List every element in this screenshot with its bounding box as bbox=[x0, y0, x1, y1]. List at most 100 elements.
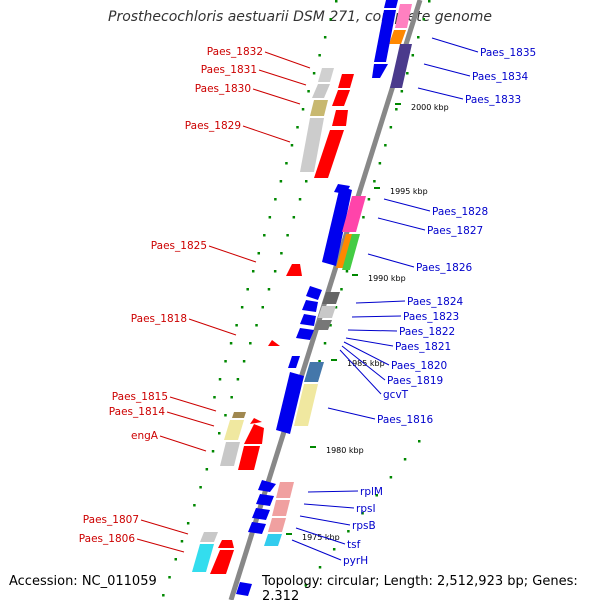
gene-block[interactable] bbox=[318, 68, 334, 82]
gene-label[interactable]: pyrH bbox=[343, 555, 368, 567]
gene-label[interactable]: Paes_1826 bbox=[416, 262, 473, 274]
gene-block[interactable] bbox=[248, 522, 266, 534]
gene-block[interactable] bbox=[268, 518, 286, 532]
gene-block[interactable] bbox=[252, 508, 270, 520]
gene-block[interactable] bbox=[232, 412, 246, 418]
gene-block[interactable] bbox=[220, 442, 240, 466]
gene-block[interactable] bbox=[334, 184, 350, 194]
gene-block[interactable] bbox=[288, 356, 300, 368]
gene-block[interactable] bbox=[224, 420, 244, 440]
gene-label[interactable]: gcvT bbox=[383, 389, 409, 401]
scale-label: 1995 kbp bbox=[390, 187, 428, 196]
gene-block[interactable] bbox=[244, 424, 264, 444]
gene-block[interactable] bbox=[395, 4, 412, 28]
gene-label[interactable]: rpsB bbox=[352, 520, 376, 532]
gene-block[interactable] bbox=[342, 234, 360, 270]
gene-block[interactable] bbox=[264, 534, 282, 546]
gene-block[interactable] bbox=[372, 64, 388, 78]
gene-block[interactable] bbox=[236, 582, 252, 596]
gene-block[interactable] bbox=[332, 90, 350, 106]
gene-block[interactable] bbox=[306, 286, 322, 300]
gene-block[interactable] bbox=[312, 84, 330, 98]
gene-block[interactable] bbox=[389, 30, 406, 44]
gene-label[interactable]: Paes_1830 bbox=[195, 83, 251, 95]
gene-blocks bbox=[192, 0, 412, 596]
gene-label[interactable]: Paes_1807 bbox=[83, 514, 139, 526]
gene-label[interactable]: Paes_1822 bbox=[399, 326, 455, 338]
gene-label[interactable]: Paes_1816 bbox=[377, 414, 434, 426]
gene-block[interactable] bbox=[374, 10, 396, 62]
gene-label[interactable]: Paes_1820 bbox=[391, 360, 447, 372]
gene-block[interactable] bbox=[210, 550, 234, 574]
tick-dot bbox=[304, 584, 308, 587]
gene-block[interactable] bbox=[322, 186, 352, 266]
gene-block[interactable] bbox=[238, 446, 260, 470]
gene-label[interactable]: engA bbox=[131, 430, 159, 442]
gene-label[interactable]: Paes_1833 bbox=[465, 94, 521, 106]
gene-block[interactable] bbox=[390, 44, 412, 88]
gene-label[interactable]: rpsI bbox=[356, 503, 376, 515]
gene-block[interactable] bbox=[268, 340, 280, 346]
gene-block[interactable] bbox=[384, 0, 398, 8]
tick-dot bbox=[251, 270, 255, 273]
gene-block[interactable] bbox=[332, 110, 348, 126]
tick-dot bbox=[267, 288, 271, 291]
tick-dot bbox=[334, 306, 338, 309]
gene-block[interactable] bbox=[314, 130, 344, 178]
tick-dot bbox=[389, 476, 393, 479]
gene-label[interactable]: Paes_1832 bbox=[207, 46, 263, 58]
tick-dot bbox=[318, 360, 321, 363]
gene-block[interactable] bbox=[256, 494, 274, 506]
tick-dot bbox=[406, 72, 409, 75]
gene-label[interactable]: Paes_1828 bbox=[432, 206, 488, 218]
gene-label[interactable]: Paes_1824 bbox=[407, 296, 464, 308]
tick-dot bbox=[292, 216, 296, 219]
gene-label[interactable]: Paes_1818 bbox=[131, 313, 187, 325]
gene-label[interactable]: Paes_1823 bbox=[403, 311, 459, 323]
gene-label[interactable]: Paes_1829 bbox=[185, 120, 241, 132]
gene-block[interactable] bbox=[318, 306, 336, 318]
gene-block[interactable] bbox=[286, 264, 302, 276]
scale-label: 1990 kbp bbox=[368, 274, 406, 283]
gene-block[interactable] bbox=[310, 100, 328, 116]
accession-text: Accession: NC_011059 bbox=[9, 574, 157, 589]
tick-dot bbox=[332, 548, 336, 551]
gene-label[interactable]: Paes_1831 bbox=[201, 64, 257, 76]
tick-dot bbox=[205, 468, 209, 471]
gene-label[interactable]: Paes_1806 bbox=[79, 533, 136, 545]
gene-block[interactable] bbox=[276, 372, 304, 434]
gene-block[interactable] bbox=[272, 500, 290, 516]
gene-block[interactable] bbox=[258, 480, 276, 492]
gene-label[interactable]: Paes_1825 bbox=[151, 240, 207, 252]
gene-label[interactable]: Paes_1814 bbox=[109, 406, 166, 418]
tick-dot bbox=[329, 18, 332, 21]
gene-label[interactable]: Paes_1834 bbox=[472, 71, 529, 83]
gene-block[interactable] bbox=[192, 544, 214, 572]
gene-label[interactable]: Paes_1835 bbox=[480, 47, 536, 59]
gene-block[interactable] bbox=[218, 540, 234, 548]
tick-dot bbox=[218, 432, 221, 435]
tick-dot bbox=[375, 494, 378, 497]
gene-block[interactable] bbox=[200, 532, 218, 542]
gene-block[interactable] bbox=[296, 328, 314, 340]
gene-label[interactable]: Paes_1827 bbox=[427, 225, 483, 237]
gene-label[interactable]: rplM bbox=[360, 486, 383, 498]
gene-block[interactable] bbox=[300, 314, 316, 326]
gene-block[interactable] bbox=[302, 300, 318, 312]
gene-label[interactable]: tsf bbox=[347, 539, 361, 551]
gene-block[interactable] bbox=[294, 384, 318, 426]
gene-block[interactable] bbox=[300, 118, 324, 172]
gene-label[interactable]: Paes_1821 bbox=[395, 341, 451, 353]
tick-dot bbox=[400, 90, 404, 93]
gene-block[interactable] bbox=[304, 362, 324, 382]
gene-label[interactable]: Paes_1819 bbox=[387, 375, 443, 387]
gene-block[interactable] bbox=[342, 196, 366, 232]
gene-block[interactable] bbox=[250, 418, 262, 424]
gene-block[interactable] bbox=[322, 292, 340, 304]
gene-block[interactable] bbox=[276, 482, 294, 498]
gene-block[interactable] bbox=[314, 320, 332, 330]
leader-line bbox=[307, 490, 359, 493]
gene-label[interactable]: Paes_1815 bbox=[112, 391, 168, 403]
gene-block[interactable] bbox=[338, 74, 354, 88]
tick-dot bbox=[373, 180, 376, 183]
